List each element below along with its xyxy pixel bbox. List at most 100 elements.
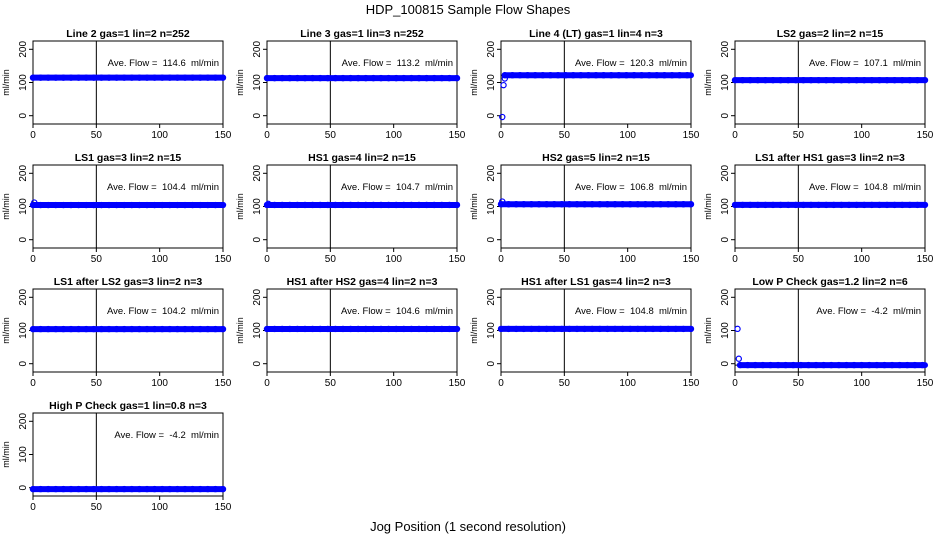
panel-2-ytick-label: 0 xyxy=(252,112,263,118)
panel-12-flow-point xyxy=(873,361,881,369)
panel-1-ytick-label: 200 xyxy=(18,41,29,58)
panel-11-flow-point xyxy=(680,325,687,333)
panel-4-flow-point xyxy=(921,76,929,84)
panel-1-xtick-label: 50 xyxy=(91,130,103,141)
panel-5-flow-point xyxy=(212,201,219,209)
panel-9-xtick-label: 150 xyxy=(215,378,232,389)
panel-1-xtick-label: 0 xyxy=(30,130,36,141)
panel-1-avg-flow-annotation: Ave. Flow = 114.6 ml/min xyxy=(108,58,219,69)
panel-2-flow-point xyxy=(309,74,316,82)
panel-10-flow-point xyxy=(438,325,445,333)
panel-1-flow-point xyxy=(219,74,227,81)
panel-12-frame xyxy=(734,288,926,373)
panel-9-flow-point xyxy=(98,325,105,333)
panel-4-flow-point xyxy=(899,76,906,84)
panel-1-flow-point xyxy=(90,74,98,81)
panel-7-flow-point xyxy=(513,201,520,208)
panel-6-flow-point xyxy=(347,201,354,209)
panel-7-flow-point xyxy=(665,201,672,208)
panel-13-flow-point xyxy=(181,485,189,493)
panel-7-flow-point xyxy=(566,201,573,208)
panel-13-xtick-label: 100 xyxy=(151,502,168,513)
panel-5-ylabel: ml/min xyxy=(1,193,11,220)
panel-3-ytick-label: 200 xyxy=(486,41,497,58)
panel-1-flow-point xyxy=(67,74,75,81)
panel-12-flow-point xyxy=(919,361,926,369)
panel-10-flow-point xyxy=(294,325,301,333)
panel-10-xtick-label: 0 xyxy=(264,378,270,389)
panel-12-flow-point xyxy=(782,361,789,369)
panel-6-flow-point xyxy=(271,201,278,209)
panel-1-xtick-label: 100 xyxy=(151,130,168,141)
panel-10-flow-point xyxy=(317,325,324,333)
panel-2-flow-point xyxy=(294,74,301,82)
panel-3-transient-point xyxy=(501,75,508,82)
panel-6-xtick-label: 150 xyxy=(449,254,466,265)
panel-7-flow-point xyxy=(589,201,596,208)
panel-2-flow-point xyxy=(332,74,339,82)
panel-10-flow-point xyxy=(408,325,415,333)
panel-8-flow-point xyxy=(823,201,830,209)
panel-3-flow-point xyxy=(638,71,645,79)
panel-7-flow-point xyxy=(649,201,657,208)
panel-11-ylabel: ml/min xyxy=(469,317,479,344)
panel-1-flow-point xyxy=(136,74,143,81)
panel-8-flow-point xyxy=(747,201,754,209)
panel-10-flow-point xyxy=(362,325,369,333)
panel-11-flow-point xyxy=(642,325,649,333)
panel-12-flow-point xyxy=(774,361,782,369)
panel-4-flow-point xyxy=(838,76,845,84)
panel-2-flow-point xyxy=(286,74,293,82)
panel-2-flow-point xyxy=(423,74,430,82)
panel-3-flow-point xyxy=(684,71,691,79)
panel-5-flow-point xyxy=(174,201,181,209)
panel-9-flow-point xyxy=(37,325,44,333)
panel-13-xtick-label: 50 xyxy=(91,502,103,513)
panel-3-flow-point xyxy=(585,71,592,79)
panel-1-flow-point xyxy=(82,74,90,81)
panel-8-flow-point xyxy=(906,201,914,209)
panel-9-title: LS1 after LS2 gas=3 lin=2 n=3 xyxy=(54,276,203,288)
panel-8-flow-point xyxy=(815,201,822,209)
panel-3-flow-point xyxy=(661,71,668,79)
panel-4-flow-point xyxy=(845,76,853,84)
panel-4-flow-point xyxy=(785,76,792,84)
panel-9-flow-point xyxy=(45,325,52,333)
panel-4-ylabel: ml/min xyxy=(703,69,713,96)
panel-4-ytick-label: 0 xyxy=(720,112,731,118)
panel-10-flow-point xyxy=(453,325,461,333)
panel-9-flow-point xyxy=(75,325,82,333)
panel-5-flow-point xyxy=(120,201,128,209)
panel-6-flow-point xyxy=(317,201,324,209)
panel-3-flow-point xyxy=(653,71,661,79)
panel-13-flow-point xyxy=(60,485,67,493)
panel-13-ytick-label: 200 xyxy=(18,413,29,430)
panel-6-flow-point xyxy=(332,201,339,209)
panel-1-flow-point xyxy=(151,74,158,81)
panel-3-title: Line 4 (LT) gas=1 lin=4 n=3 xyxy=(529,28,663,40)
panel-5-flow-point xyxy=(52,201,60,209)
panel-5-flow-point xyxy=(75,201,82,209)
panel-4-ytick-label: 200 xyxy=(720,41,731,58)
panel-13-flow-point xyxy=(212,485,219,493)
panel-5-flow-point xyxy=(181,201,189,209)
panel-1-ylabel: ml/min xyxy=(1,69,11,96)
panel-13-flow-point xyxy=(219,485,227,493)
panel-2-flow-point xyxy=(317,74,324,82)
panel-11-xtick-label: 100 xyxy=(619,378,636,389)
panel-1-flow-point xyxy=(120,74,128,81)
panel-4-flow-point xyxy=(739,76,746,84)
panel-13-avg-flow-annotation: Ave. Flow = -4.2 ml/min xyxy=(114,430,219,441)
panel-11-xtick-label: 50 xyxy=(559,378,571,389)
panel-6-flow-point xyxy=(385,201,392,209)
panel-4-flow-point xyxy=(815,76,822,84)
panel-1-ytick-label: 100 xyxy=(18,74,29,91)
panel-4-flow-point xyxy=(792,76,800,84)
panel-3-flow-point xyxy=(630,71,638,79)
panel-6-flow-point xyxy=(355,201,362,209)
panel-12-flow-point xyxy=(911,361,919,369)
figure-title: HDP_100815 Sample Flow Shapes xyxy=(365,2,571,17)
panel-8-ylabel: ml/min xyxy=(703,193,713,220)
panel-3-flow-point xyxy=(539,71,547,79)
panel-7-flow-point xyxy=(543,201,550,208)
